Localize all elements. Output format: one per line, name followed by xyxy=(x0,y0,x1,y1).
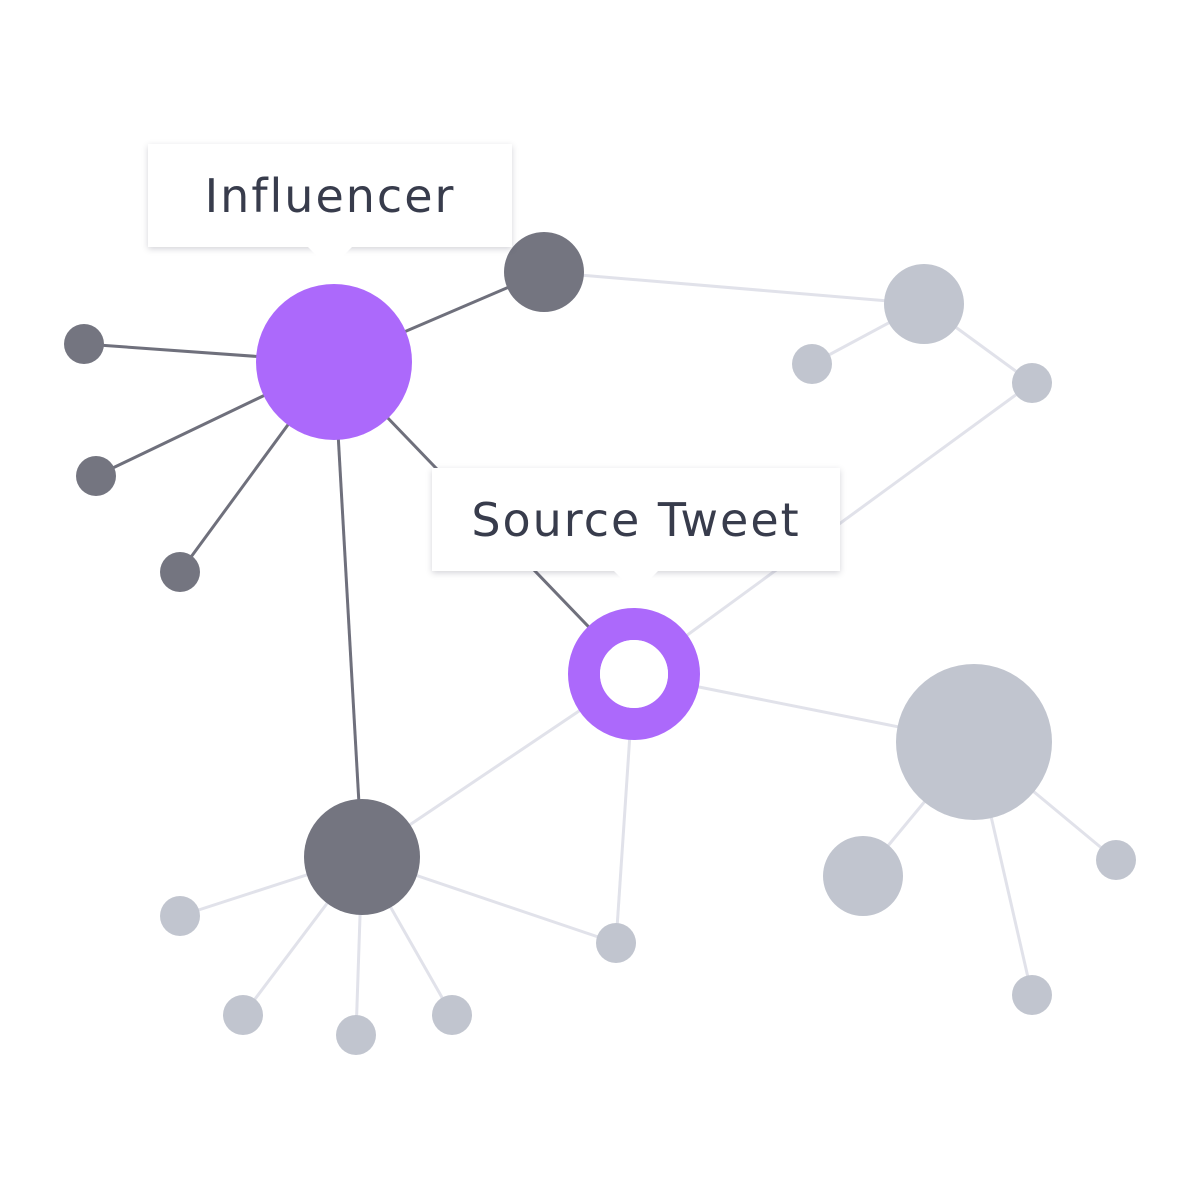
influencer-label: Influencer xyxy=(204,168,456,223)
node xyxy=(432,995,472,1035)
node xyxy=(160,896,200,936)
source-tweet-node-center xyxy=(600,640,668,708)
light-nodes xyxy=(160,264,1136,1055)
node xyxy=(596,923,636,963)
node xyxy=(1012,975,1052,1015)
node xyxy=(884,264,964,344)
node xyxy=(504,232,584,312)
edge xyxy=(543,270,925,306)
node xyxy=(1012,363,1052,403)
node xyxy=(160,552,200,592)
node xyxy=(1096,840,1136,880)
node xyxy=(304,799,420,915)
node xyxy=(336,1015,376,1055)
node xyxy=(896,664,1052,820)
influencer-node xyxy=(256,284,412,440)
node xyxy=(64,324,104,364)
node xyxy=(823,836,903,916)
node xyxy=(792,344,832,384)
dark-nodes xyxy=(64,232,584,915)
source-tweet-node xyxy=(568,608,700,740)
node xyxy=(223,995,263,1035)
source-tweet-label: Source Tweet xyxy=(471,492,801,547)
edge xyxy=(332,361,364,858)
node xyxy=(76,456,116,496)
source-tweet-callout: Source Tweet xyxy=(432,468,840,593)
influencer-callout: Influencer xyxy=(148,144,512,269)
